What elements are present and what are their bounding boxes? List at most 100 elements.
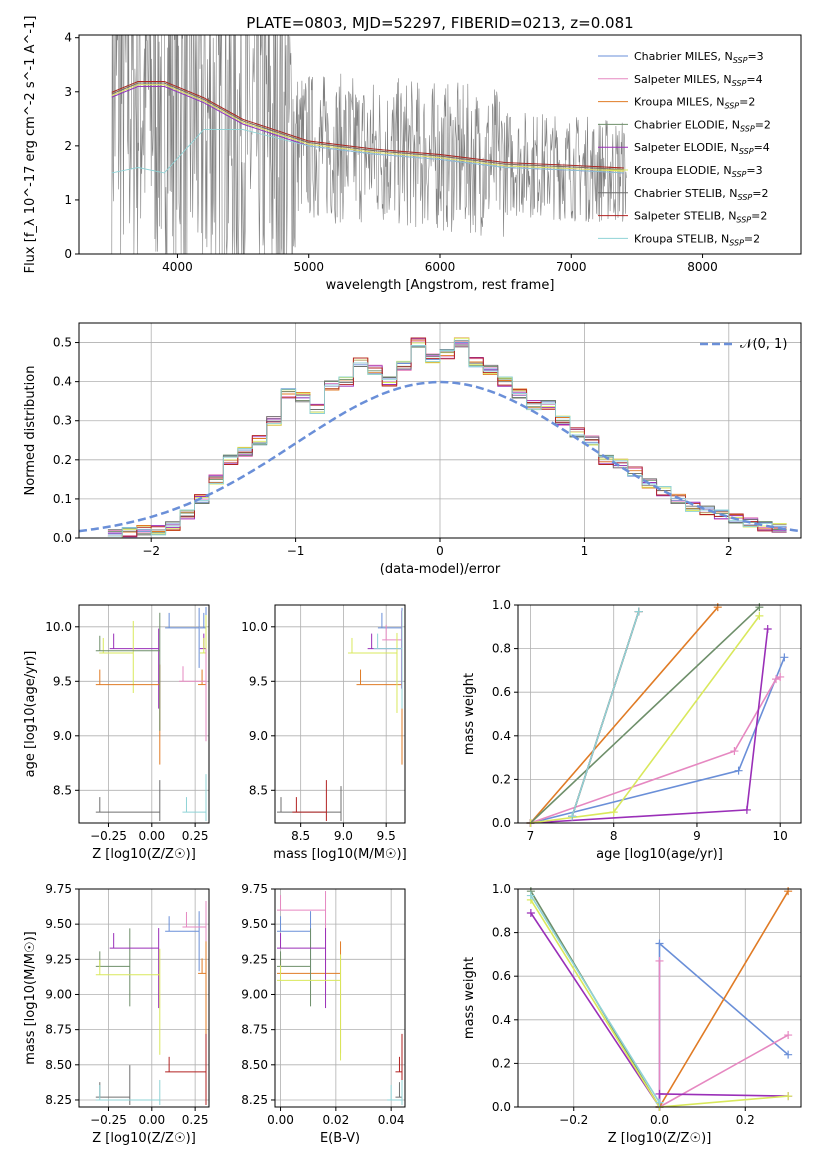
y-tick-label: 0.4 xyxy=(492,729,511,743)
axes-frame xyxy=(517,888,802,1108)
y-tick-label: 0.8 xyxy=(492,926,511,940)
y-tick-label: 0.2 xyxy=(53,453,72,467)
weight-marker xyxy=(784,1050,793,1059)
y-tick-label: 9.75 xyxy=(45,882,72,896)
residual-histogram xyxy=(107,345,787,536)
y-tick-label: 8.25 xyxy=(45,1093,72,1107)
y-tick-label: 9.0 xyxy=(53,729,72,743)
legend-value: =3 xyxy=(746,164,762,177)
y-tick-label: 3 xyxy=(64,85,72,99)
x-axis-label: Z [log10(Z/Z☉)] xyxy=(92,1131,196,1146)
weight-marker xyxy=(784,1031,793,1040)
y-tick-label: 9.00 xyxy=(241,987,268,1001)
y-tick-label: 0.0 xyxy=(492,816,511,830)
legend-label: Chabrier STELIB, NSSP=2 xyxy=(634,187,768,202)
weight-marker xyxy=(568,812,577,821)
legend-value: =2 xyxy=(751,210,767,223)
x-tick-label: 9.0 xyxy=(334,829,353,843)
legend-label: Chabrier ELODIE, NSSP=2 xyxy=(634,118,771,133)
x-tick-label: 8.5 xyxy=(291,829,310,843)
mass-age-panel: 8.5 9.0 9.5 8.5 9.0 9.5 10.0 mass [log10(M/M☉)] xyxy=(241,604,407,862)
y-tick-label: 8.75 xyxy=(241,1023,268,1037)
weight-line xyxy=(529,606,760,824)
weight-marker xyxy=(526,891,535,900)
observed-spectrum xyxy=(111,35,627,254)
x-tick-label: −2 xyxy=(142,544,160,558)
age-weight-panel: 7 8 9 10 0.0 0.2 0.4 0.6 0.8 1.0 age [log10(age/yr… xyxy=(462,598,802,862)
weight-marker xyxy=(784,1092,793,1101)
legend-value: =4 xyxy=(754,141,770,154)
y-tick-label: 0.4 xyxy=(492,1013,511,1027)
x-tick-label: 9 xyxy=(693,829,701,843)
weight-line xyxy=(529,606,719,824)
residual-histogram xyxy=(107,337,787,538)
residual-histogram xyxy=(107,344,787,535)
y-tick-label: 9.25 xyxy=(241,952,268,966)
y-tick-label: 8.50 xyxy=(241,1058,268,1072)
x-tick-label: 7 xyxy=(527,829,535,843)
legend-value: =2 xyxy=(744,232,760,245)
residual-histogram xyxy=(107,341,787,535)
legend-value: =3 xyxy=(747,50,763,63)
x-tick-label: 1 xyxy=(581,544,589,558)
x-tick-label: 0.00 xyxy=(138,829,165,843)
y-tick-label: 9.0 xyxy=(249,729,268,743)
x-axis-label: E(B-V) xyxy=(320,1131,360,1146)
legend-subscript: SSP xyxy=(736,216,751,225)
weight-marker xyxy=(526,908,535,917)
y-tick-label: 0.6 xyxy=(492,685,511,699)
y-tick-label: 9.5 xyxy=(249,674,268,688)
weight-line xyxy=(571,611,640,817)
weight-marker xyxy=(655,956,664,965)
y-tick-label: 1.0 xyxy=(492,598,511,612)
y-tick-label: 0.0 xyxy=(53,531,72,545)
weight-line xyxy=(658,890,789,1108)
y-tick-label: 0.1 xyxy=(53,492,72,506)
y-axis-label: mass [log10(M/M☉)] xyxy=(23,931,38,1064)
y-tick-label: 9.75 xyxy=(241,882,268,896)
x-tick-label: −0.2 xyxy=(559,1113,588,1127)
y-tick-label: 1.0 xyxy=(492,882,511,896)
y-tick-label: 0.0 xyxy=(492,1100,511,1114)
residual-histogram xyxy=(107,338,787,538)
y-tick-label: 10.0 xyxy=(45,620,72,634)
y-tick-label: 0.4 xyxy=(53,375,72,389)
x-axis-label: mass [log10(M/M☉)] xyxy=(273,847,406,862)
legend-label: 𝒩(0, 1) xyxy=(740,337,787,352)
legend-value: =2 xyxy=(739,96,755,109)
axes-frame xyxy=(274,604,406,824)
weight-marker xyxy=(780,653,789,662)
legend-subscript: SSP xyxy=(724,102,739,111)
y-tick-label: 9.25 xyxy=(45,952,72,966)
legend-label: Kroupa ELODIE, NSSP=3 xyxy=(634,164,763,179)
x-axis-label: age [log10(age/yr)] xyxy=(596,847,723,862)
z-mass-panel: −0.25 0.00 0.25 8.25 8.50 8.75 9.00 9.25 9.50 9.7… xyxy=(23,882,210,1146)
weight-line xyxy=(530,676,781,824)
axes-frame xyxy=(78,888,210,1108)
y-tick-label: 8.75 xyxy=(45,1023,72,1037)
weight-marker xyxy=(763,624,772,633)
weight-marker xyxy=(655,1098,664,1107)
x-tick-label: 6000 xyxy=(425,260,456,274)
residual-histogram xyxy=(107,337,787,537)
y-tick-label: 0 xyxy=(64,247,72,261)
y-tick-label: 9.50 xyxy=(45,917,72,931)
x-axis-label: Z [log10(Z/Z☉)] xyxy=(608,1131,712,1146)
weight-marker xyxy=(776,672,785,681)
legend-value: =4 xyxy=(746,73,762,86)
legend-label: Salpeter ELODIE, NSSP=4 xyxy=(634,141,770,156)
legend-label: Salpeter MILES, NSSP=4 xyxy=(634,73,763,88)
x-tick-label: 0.00 xyxy=(267,1113,294,1127)
y-tick-label: 10.0 xyxy=(241,620,268,634)
x-tick-label: 9.5 xyxy=(377,829,396,843)
x-tick-label: 0.00 xyxy=(138,1113,165,1127)
x-axis-label: (data-model)/error xyxy=(380,562,501,577)
y-tick-label: 0.5 xyxy=(53,336,72,350)
weight-marker xyxy=(730,747,739,756)
x-tick-label: 8 xyxy=(610,829,618,843)
residual-histogram xyxy=(107,340,787,537)
weight-line xyxy=(530,615,761,824)
legend-subscript: SSP xyxy=(739,147,754,156)
x-tick-label: 4000 xyxy=(162,260,193,274)
weight-marker xyxy=(742,805,751,814)
